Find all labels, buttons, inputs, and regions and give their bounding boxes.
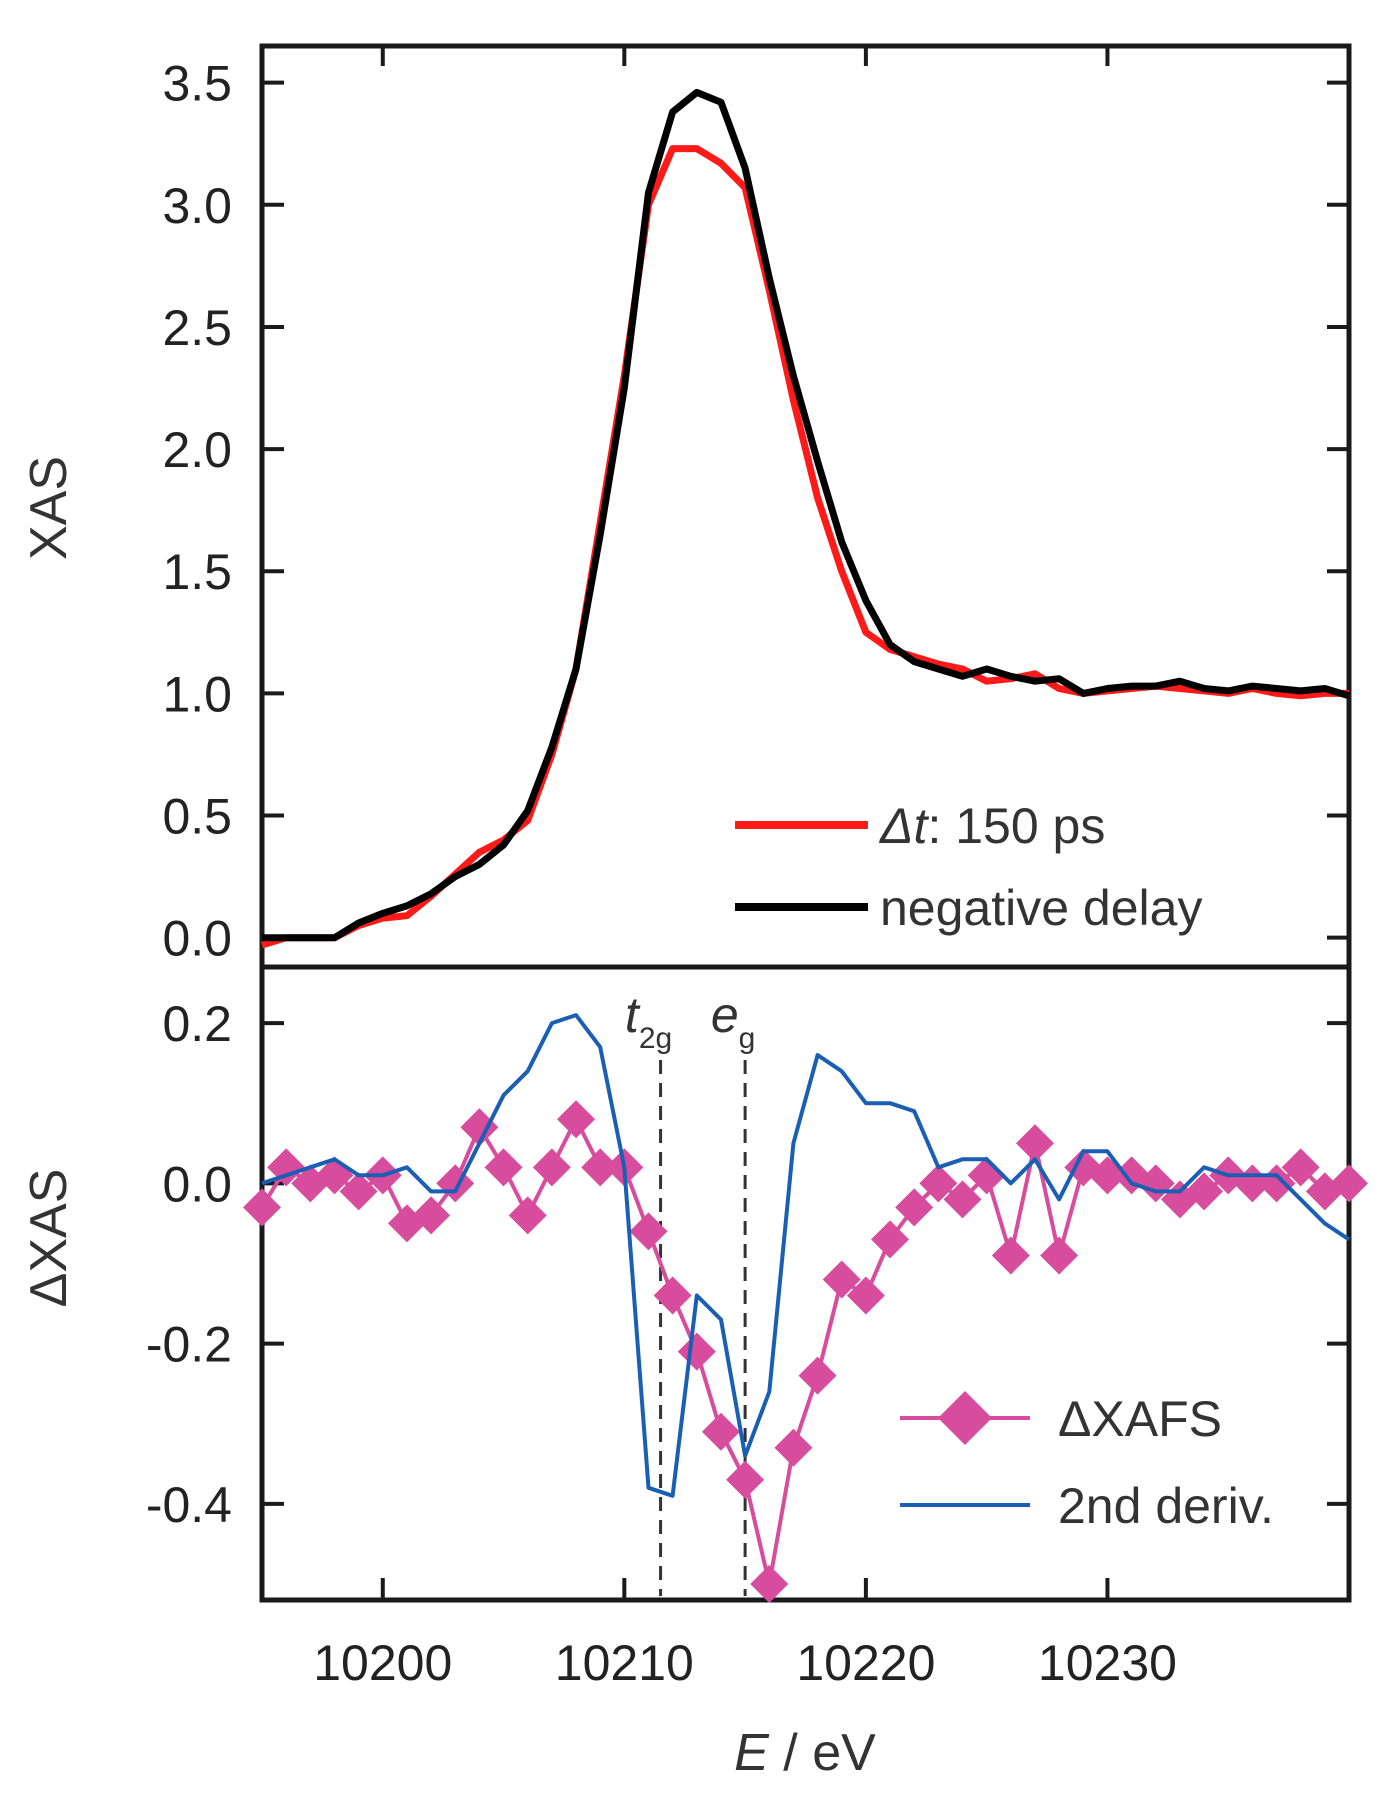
dxafs-marker: [943, 1180, 982, 1219]
dxafs-marker: [919, 1164, 958, 1203]
dxafs-marker: [1281, 1148, 1320, 1187]
dxafs-marker: [750, 1564, 789, 1603]
dxafs-marker: [726, 1460, 765, 1499]
dxafs-marker: [798, 1356, 837, 1395]
dxafs-marker: [701, 1412, 740, 1451]
legend-label-dxafs: ΔXAFS: [1058, 1391, 1222, 1447]
x-axis-label-symbol: E: [734, 1724, 770, 1782]
bottom-panel-frame: [259, 964, 1352, 1603]
top-y-tick-label: 2.5: [162, 300, 232, 356]
top-y-tick-label: 0.0: [162, 911, 232, 967]
annotation-label-base: e: [711, 987, 739, 1043]
dxafs-marker: [339, 1172, 378, 1211]
dxafs-marker: [1040, 1236, 1079, 1275]
top-y-tick-label: 0.5: [162, 789, 232, 845]
dxafs-marker: [532, 1148, 571, 1187]
dxafs-marker: [1185, 1172, 1224, 1211]
dxafs-marker: [1330, 1164, 1368, 1203]
bottom-y-tick-label: 0.0: [162, 1156, 232, 1212]
x-tick-label: 10200: [313, 1635, 452, 1691]
dxafs-marker: [412, 1196, 451, 1235]
bottom-legend: ΔXAFS 2nd deriv.: [900, 1391, 1274, 1534]
x-ticks: 10200 10210 10220 10230: [313, 1578, 1177, 1691]
annotation-label: eg: [711, 987, 756, 1055]
annotation-label-sub: 2g: [639, 1022, 672, 1055]
x-tick-label: 10220: [796, 1635, 935, 1691]
dxafs-marker: [822, 1260, 861, 1299]
dxafs-marker: [967, 1156, 1006, 1195]
bottom-y-tick-label: -0.4: [146, 1477, 232, 1533]
x-tick-label: 10210: [555, 1635, 694, 1691]
bottom-y-axis-label: ΔXAS: [20, 1169, 78, 1308]
top-y-tick-label: 1.0: [162, 666, 232, 722]
dxafs-marker: [653, 1276, 692, 1315]
top-y-tick-label: 3.0: [162, 178, 232, 234]
orbital-annotations: t2g eg: [625, 987, 755, 1596]
series-line-2nd-deriv: [261, 1013, 1351, 1498]
bottom-panel: ΔXAS -0.4 -0.2 0.0 0.2 10200 10210 10220 10230…: [20, 964, 1368, 1782]
dxafs-marker: [1015, 1124, 1054, 1163]
dxafs-marker: [508, 1196, 547, 1235]
legend-label-2nd-deriv: 2nd deriv.: [1058, 1478, 1274, 1534]
dxafs-marker: [871, 1220, 910, 1259]
bottom-series-group: [243, 1013, 1368, 1603]
dxafs-marker: [846, 1276, 885, 1315]
dxafs-marker: [243, 1188, 281, 1227]
top-panel-frame: [259, 43, 1352, 970]
series-line-negative-delay: [262, 88, 1351, 942]
legend-label-150ps: Δt: 150 ps: [879, 798, 1105, 854]
top-legend: Δt: 150 ps negative delay: [735, 798, 1202, 936]
top-y-tick-label: 1.5: [162, 544, 232, 600]
top-series-group: [260, 88, 1351, 949]
dxafs-marker: [460, 1108, 499, 1147]
top-y-tick-label: 2.0: [162, 422, 232, 478]
x-tick-label: 10230: [1038, 1635, 1177, 1691]
bottom-y-ticks: -0.4 -0.2 0.0 0.2: [146, 996, 1349, 1533]
legend-delta-t: Δt: [879, 798, 930, 854]
dxafs-marker: [991, 1236, 1030, 1275]
bottom-y-tick-label: -0.2: [146, 1317, 232, 1373]
dxafs-marker: [629, 1212, 668, 1251]
top-y-tick-label: 3.5: [162, 56, 232, 112]
top-y-ticks: 0.0 0.5 1.0 1.5 2.0 2.5 3.0 3.5: [162, 46, 1349, 967]
x-axis-label: E / eV: [734, 1724, 876, 1782]
bottom-y-tick-label: 0.2: [162, 996, 232, 1052]
annotation-label: t2g: [625, 987, 672, 1055]
dxafs-marker: [557, 1100, 596, 1139]
dxafs-marker: [484, 1148, 523, 1187]
dxafs-marker: [774, 1428, 813, 1467]
legend-label-negative-delay: negative delay: [880, 880, 1202, 936]
legend-marker-dxafs: [938, 1391, 992, 1445]
dxafs-marker: [895, 1188, 934, 1227]
legend-150ps-text: : 150 ps: [927, 798, 1105, 854]
annotation-label-sub: g: [739, 1022, 756, 1055]
annotation-label-base: t: [625, 987, 641, 1043]
top-panel: XAS 0.0 0.5 1.0 1.5 2.0 2.5 3.0 3.5 Δt: 150 ps …: [20, 43, 1352, 970]
top-y-axis-label: XAS: [20, 456, 78, 560]
x-axis-label-unit: / eV: [769, 1724, 876, 1782]
dxafs-marker: [581, 1148, 620, 1187]
